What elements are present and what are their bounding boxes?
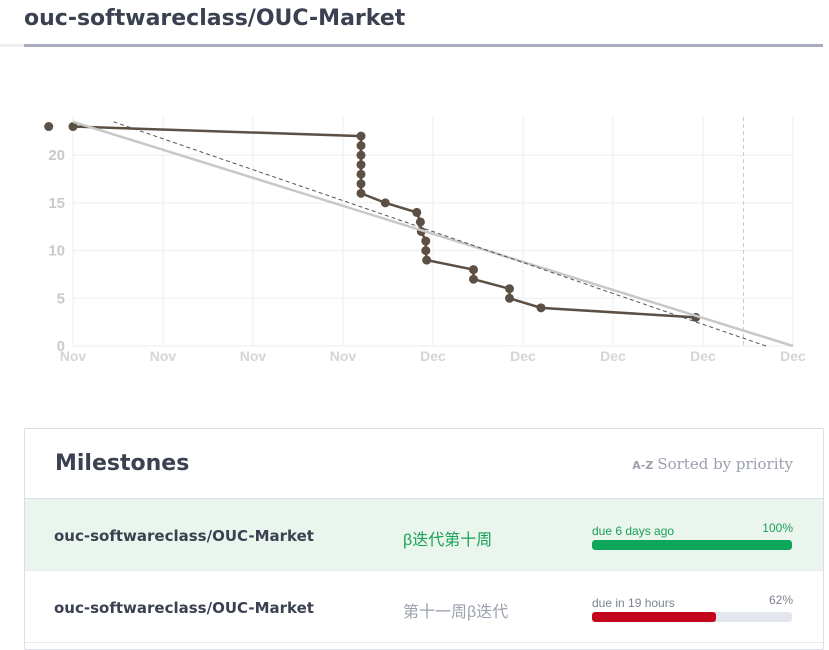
milestones-panel: Milestones A-Z Sorted by priority ouc-sof… bbox=[24, 428, 824, 650]
x-tick-label: Dec bbox=[420, 348, 446, 364]
sort-alpha-icon: A-Z bbox=[632, 459, 654, 472]
data-point bbox=[469, 274, 478, 284]
x-tick-label: Nov bbox=[330, 348, 357, 364]
title-divider bbox=[24, 44, 823, 47]
x-tick-label: Nov bbox=[60, 348, 87, 364]
data-point bbox=[421, 246, 431, 256]
data-point bbox=[415, 217, 425, 227]
x-tick-label: Nov bbox=[150, 348, 177, 364]
milestone-percent: 100% bbox=[762, 521, 793, 535]
x-tick-label: Dec bbox=[780, 348, 806, 364]
data-point bbox=[536, 303, 546, 313]
y-tick-label: 10 bbox=[48, 243, 65, 260]
burndown-chart: 0 5 10 15 20 Nov Nov Nov Nov Dec Dec Dec Dec Dec bbox=[44, 117, 806, 364]
data-point bbox=[68, 122, 78, 132]
data-point bbox=[356, 169, 366, 179]
data-point bbox=[412, 207, 422, 217]
milestone-name-link[interactable]: 第十一周β迭代 bbox=[403, 604, 509, 621]
data-point bbox=[356, 188, 366, 198]
data-point bbox=[380, 198, 390, 208]
milestone-percent: 62% bbox=[768, 593, 793, 607]
data-point bbox=[356, 150, 366, 160]
x-tick-label: Dec bbox=[600, 348, 626, 364]
milestone-row[interactable]: ouc-softwareclass/OUC-Market 第十一周β迭代 due i… bbox=[25, 571, 823, 643]
ideal-line bbox=[72, 120, 794, 348]
milestones-title: Milestones bbox=[55, 451, 190, 476]
milestone-progress-bar bbox=[592, 612, 792, 622]
data-point bbox=[469, 265, 478, 275]
milestone-repo-link[interactable]: ouc-softwareclass/OUC-Market bbox=[54, 599, 314, 617]
milestone-due-date: due 6 days ago bbox=[592, 524, 675, 538]
milestone-name-link[interactable]: β迭代第十周 bbox=[403, 532, 493, 549]
milestone-row[interactable]: ouc-softwareclass/OUC-Market β迭代第十周 due 6 … bbox=[25, 499, 823, 571]
start-point bbox=[44, 122, 54, 132]
y-tick-label: 15 bbox=[48, 195, 65, 212]
milestone-progress-bar bbox=[592, 540, 792, 550]
data-point bbox=[356, 160, 366, 170]
x-tick-label: Dec bbox=[510, 348, 536, 364]
milestone-list: ouc-softwareclass/OUC-Market β迭代第十周 due 6 … bbox=[25, 499, 823, 643]
page-title[interactable]: ouc-softwareclass/OUC-Market bbox=[24, 6, 406, 31]
data-point bbox=[356, 141, 366, 151]
y-tick-label: 0 bbox=[57, 338, 65, 355]
title-divider-left bbox=[0, 44, 24, 47]
data-point bbox=[505, 284, 514, 294]
data-point bbox=[421, 236, 431, 246]
y-tick-label: 20 bbox=[48, 147, 65, 164]
y-tick-label: 5 bbox=[57, 290, 65, 307]
milestone-progress-fill bbox=[592, 540, 792, 550]
sort-label: Sorted by priority bbox=[657, 455, 793, 473]
milestone-due-date: due in 19 hours bbox=[592, 596, 675, 610]
x-tick-label: Dec bbox=[690, 348, 716, 364]
milestone-progress-fill bbox=[592, 612, 716, 622]
milestones-header: Milestones A-Z Sorted by priority bbox=[25, 429, 823, 499]
trend-line bbox=[113, 121, 767, 347]
x-tick-label: Nov bbox=[240, 348, 267, 364]
sort-toggle[interactable]: A-Z Sorted by priority bbox=[632, 455, 793, 473]
data-point bbox=[356, 179, 366, 189]
data-point bbox=[356, 131, 366, 141]
milestone-repo-link[interactable]: ouc-softwareclass/OUC-Market bbox=[54, 527, 314, 545]
data-point bbox=[505, 293, 514, 303]
data-point bbox=[422, 255, 432, 265]
